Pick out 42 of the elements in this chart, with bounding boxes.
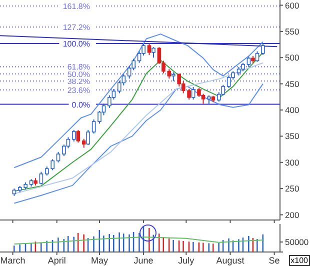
- y-tick-label: 350: [285, 131, 300, 142]
- line-series: [14, 83, 264, 204]
- x-tick-label: July: [178, 255, 195, 266]
- ref-line-label: 50.0%: [67, 70, 90, 79]
- ref-line-label: 161.8%: [62, 2, 90, 11]
- y-tick-label: 300: [285, 157, 300, 168]
- candlestick: [56, 151, 60, 163]
- x-tick-label: August: [216, 255, 245, 266]
- x-tick-label: May: [90, 255, 108, 266]
- y-tick-label: 400: [285, 105, 300, 116]
- x-tick-label: June: [134, 255, 154, 266]
- ref-line-label: 38.2%: [67, 77, 90, 86]
- line-series: [14, 34, 264, 168]
- x-tick-label: April: [48, 255, 66, 266]
- x-tick-label: Se: [268, 255, 280, 266]
- ref-line-label: 100.0%: [62, 40, 90, 48]
- candlestick: [39, 171, 44, 185]
- candlestick: [261, 42, 265, 56]
- y-tick-label: 250: [285, 184, 300, 194]
- y-tick-label: 500: [285, 52, 300, 63]
- ref-line-label: 23.6%: [67, 86, 90, 95]
- candlestick: [152, 46, 156, 58]
- candlestick: [226, 75, 231, 88]
- y-tick-label: 200: [285, 210, 300, 220]
- candlestick: [246, 56, 251, 68]
- candlestick: [76, 129, 80, 143]
- text: x100: [288, 255, 310, 266]
- candlestick: [92, 118, 96, 134]
- candlestick: [86, 129, 90, 146]
- ref-line-label: 127.2%: [62, 22, 90, 32]
- candlestick: [147, 42, 152, 56]
- candlestick: [72, 129, 76, 142]
- candlestick: [255, 50, 260, 62]
- y-tick-label: 550: [285, 26, 300, 36]
- y-tick-label: 600: [285, 0, 300, 10]
- ref-line-label: 0.0%: [72, 100, 90, 110]
- candlestick: [201, 93, 206, 104]
- ref-line-label: 61.8%: [67, 62, 90, 72]
- y-tick-label: 450: [285, 78, 300, 89]
- y-tick-label: 50000: [285, 237, 309, 248]
- x-tick-label: March: [0, 255, 26, 266]
- candlestick: [191, 86, 196, 100]
